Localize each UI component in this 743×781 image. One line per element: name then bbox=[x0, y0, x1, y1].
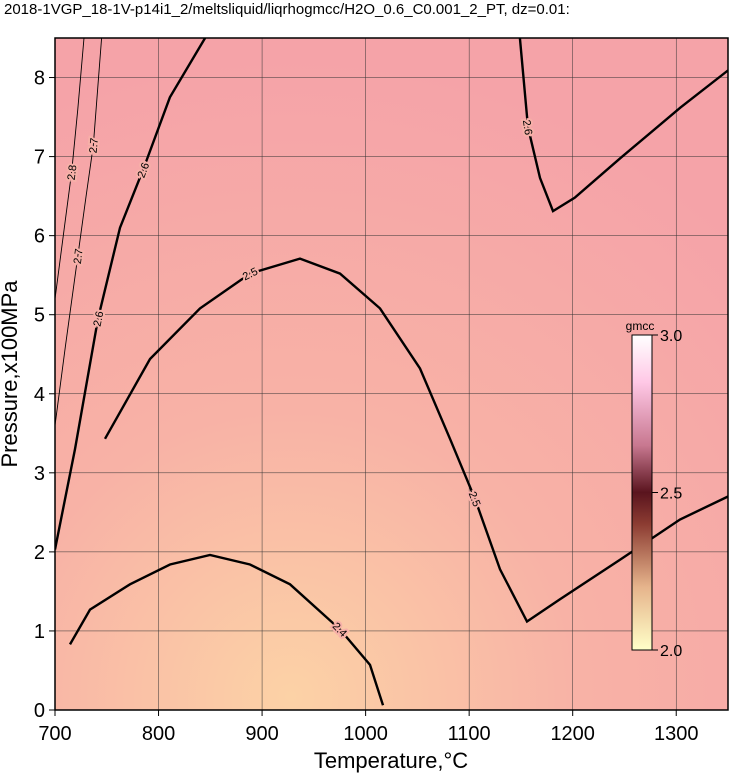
chart-title: 2018-1VGP_18-1V-p14i1_2/meltsliquid/liqr… bbox=[4, 1, 570, 18]
y-tick-label: 2 bbox=[34, 542, 45, 564]
y-tick-label: 6 bbox=[34, 226, 45, 248]
x-tick-label: 1300 bbox=[654, 723, 699, 745]
contour-line bbox=[68, 553, 385, 706]
contour-label: 2.8 bbox=[66, 164, 80, 181]
contour-label: 2.7 bbox=[72, 248, 86, 265]
x-axis-label: Temperature,°C bbox=[314, 748, 468, 773]
y-tick-label: 4 bbox=[34, 384, 45, 406]
colorbar-tick-label: 3.0 bbox=[660, 328, 682, 345]
contour-label: 2.7 bbox=[88, 137, 101, 153]
plot-frame bbox=[54, 37, 729, 711]
x-tick-label: 700 bbox=[38, 723, 71, 745]
contour-line bbox=[103, 257, 728, 624]
y-tick-label: 8 bbox=[34, 68, 45, 90]
y-tick-label: 3 bbox=[34, 463, 45, 485]
contour-line bbox=[55, 38, 85, 299]
colorbar-tick-label: 2.5 bbox=[660, 486, 682, 503]
contour-line bbox=[518, 38, 728, 213]
contour-label: 2.6 bbox=[92, 310, 107, 327]
y-axis-label: Pressure,x100MPa bbox=[0, 280, 22, 468]
y-tick-label: 0 bbox=[34, 700, 45, 722]
contour-line bbox=[55, 38, 103, 426]
contour-label: 2.6 bbox=[520, 119, 534, 136]
x-tick-label: 900 bbox=[245, 723, 278, 745]
y-tick-label: 1 bbox=[34, 621, 45, 643]
contour-line bbox=[55, 38, 207, 550]
x-tick-label: 1200 bbox=[550, 723, 595, 745]
colorbar-label: gmcc bbox=[626, 319, 655, 333]
x-tick-label: 1100 bbox=[448, 723, 491, 745]
x-tick-label: 800 bbox=[142, 723, 175, 745]
colorbar-tick-label: 2.0 bbox=[660, 643, 682, 660]
x-tick-label: 1000 bbox=[343, 723, 388, 745]
plot-background bbox=[55, 38, 728, 710]
colorbar bbox=[631, 334, 653, 651]
y-tick-label: 7 bbox=[34, 147, 45, 169]
y-tick-label: 5 bbox=[34, 305, 45, 327]
